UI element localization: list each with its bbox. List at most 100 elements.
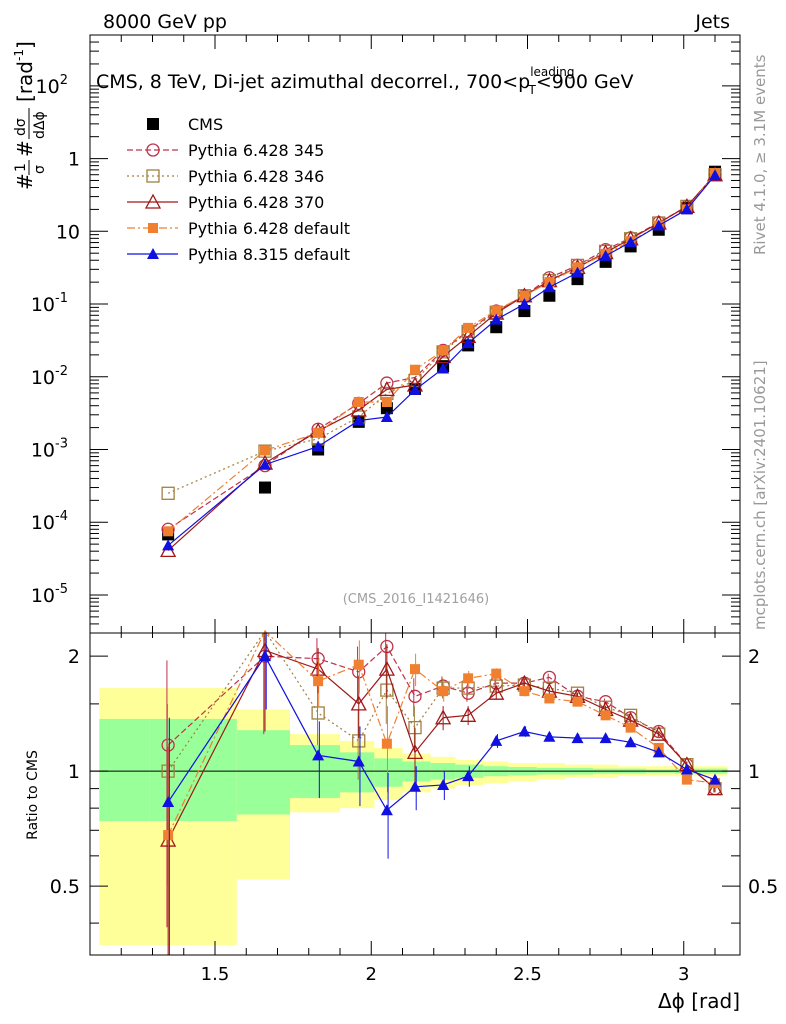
ratio-panel: 1.5 2 2.5 3 0.5 0.5 1 1 2 2 bbox=[50, 629, 778, 985]
ratio-tick-label-right: 2 bbox=[748, 646, 760, 668]
series-point-pythia-6-428-default bbox=[260, 445, 270, 456]
chart-title-main: CMS, 8 TeV, Di-jet azimuthal decorrel., … bbox=[96, 71, 530, 93]
ratio-point-pythia-6-428-346 bbox=[311, 706, 325, 720]
ratio-point-pythia-8-315-default bbox=[162, 796, 175, 808]
ratio-point-pythia-6-428-default bbox=[572, 696, 583, 707]
y-label-frac2-den: dΔϕ bbox=[32, 111, 48, 139]
series-point-pythia-6-428-default bbox=[163, 526, 174, 537]
chart-title-end: <900 GeV bbox=[536, 71, 634, 93]
y-tick-label: 10-2 bbox=[31, 364, 68, 389]
ratio-point-pythia-6-428-default bbox=[313, 676, 324, 687]
ratio-point-pythia-8-315-default bbox=[624, 736, 637, 748]
y-tick-label: 10-3 bbox=[31, 437, 68, 462]
legend-marker-pythia-6-428-346 bbox=[146, 169, 160, 183]
legend-marker-pythia-6-428-345 bbox=[146, 143, 160, 157]
legend-marker-pythia-6-428-370 bbox=[144, 193, 162, 209]
y-label-mid: # bbox=[13, 140, 37, 157]
legend-label-pythia-6-428-370: Pythia 6.428 370 bbox=[188, 193, 324, 212]
cms-data-point bbox=[543, 289, 556, 302]
ratio-point-pythia-8-315-default bbox=[490, 734, 503, 746]
ratio-point-pythia-8-315-default bbox=[652, 746, 665, 758]
ratio-point-pythia-6-428-default bbox=[519, 686, 530, 697]
legend-marker-pythia-6-428-default bbox=[148, 223, 158, 233]
series-point-pythia-6-428-default bbox=[353, 396, 364, 407]
series-point-pythia-6-428-default bbox=[410, 364, 420, 375]
series-point-pythia-8-315-default bbox=[437, 362, 450, 374]
ratio-point-pythia-6-428-default bbox=[463, 673, 474, 684]
ratio-point-pythia-6-428-default bbox=[600, 710, 611, 721]
ratio-point-pythia-8-315-default bbox=[409, 780, 421, 792]
side-mcplots-label: mcplots.cern.ch [arXiv:2401.10621] bbox=[751, 360, 769, 630]
ratio-tick-label-right: 1 bbox=[748, 761, 760, 783]
ratio-point-pythia-6-428-default bbox=[438, 686, 449, 697]
ratio-point-pythia-8-315-default bbox=[380, 804, 393, 816]
ratio-point-pythia-6-428-370 bbox=[310, 660, 327, 676]
analysis-watermark: (CMS_2016_I1421646) bbox=[343, 592, 490, 607]
series-point-pythia-8-315-default bbox=[709, 169, 721, 181]
ratio-point-pythia-8-315-default bbox=[680, 763, 693, 775]
y-tick-label: 10-5 bbox=[31, 582, 68, 607]
chart-title-superscript: leading bbox=[530, 65, 574, 79]
ratio-point-pythia-6-428-370 bbox=[378, 660, 395, 676]
series-point-pythia-8-315-default bbox=[599, 249, 612, 261]
ratio-point-pythia-6-428-default bbox=[163, 830, 174, 841]
series-point-pythia-6-428-346 bbox=[161, 486, 175, 500]
ratio-point-pythia-6-428-370 bbox=[460, 706, 477, 722]
ratio-point-pythia-6-428-default bbox=[625, 722, 636, 733]
y-tick-label: 10-1 bbox=[31, 291, 68, 316]
main-panel: 102 1 10 10-1 10-2 10-3 10-4 10-5 bbox=[31, 34, 740, 633]
ratio-point-pythia-6-428-default bbox=[410, 664, 420, 675]
legend-label-pythia-6-428-default: Pythia 6.428 default bbox=[188, 219, 350, 238]
series-point-pythia-6-428-default bbox=[313, 427, 324, 438]
ratio-point-pythia-8-315-default bbox=[709, 773, 721, 785]
y-tick-label: 1 bbox=[68, 149, 80, 171]
cms-data-point bbox=[259, 481, 271, 494]
y-tick-label: 102 bbox=[36, 73, 68, 98]
header-energy-label: 8000 GeV pp bbox=[103, 11, 227, 33]
ratio-point-pythia-6-428-370 bbox=[350, 695, 367, 711]
series-point-pythia-8-315-default bbox=[409, 383, 421, 395]
ratio-point-pythia-6-428-default bbox=[381, 738, 392, 749]
ratio-point-pythia-6-428-default bbox=[353, 659, 364, 670]
series-point-pythia-6-428-default bbox=[381, 396, 392, 407]
ratio-tick-label: 2 bbox=[68, 646, 80, 668]
series-point-pythia-6-428-default bbox=[463, 322, 474, 333]
x-tick-label: 2 bbox=[366, 964, 377, 985]
y-label-frac1-den: σ bbox=[32, 165, 48, 174]
legend-label-pythia-8-315-default: Pythia 8.315 default bbox=[188, 245, 350, 264]
ratio-point-pythia-6-428-default bbox=[681, 774, 692, 785]
series-point-pythia-8-315-default bbox=[312, 440, 325, 452]
legend-label-pythia-6-428-345: Pythia 6.428 345 bbox=[188, 141, 324, 160]
series-point-pythia-8-315-default bbox=[518, 298, 531, 310]
y-tick-label: 10 bbox=[56, 221, 80, 243]
ratio-point-pythia-6-428-370 bbox=[488, 684, 505, 700]
legend-label-pythia-6-428-346: Pythia 6.428 346 bbox=[188, 167, 324, 186]
chart-title-subscript: T bbox=[527, 83, 536, 97]
y-axis-label: # 1 σ # dσ dΔϕ [rad-1] bbox=[12, 41, 48, 190]
series-point-pythia-8-315-default bbox=[162, 539, 175, 551]
ratio-point-pythia-8-315-default bbox=[352, 755, 365, 767]
ratio-band-inner bbox=[236, 730, 290, 815]
x-tick-label: 3 bbox=[678, 964, 689, 985]
ratio-point-pythia-8-315-default bbox=[599, 732, 612, 744]
ratio-line-pythia-6-428-345 bbox=[167, 645, 716, 790]
y-tick-label: 10-4 bbox=[31, 509, 68, 534]
ratio-point-pythia-6-428-default bbox=[544, 693, 555, 704]
series-point-pythia-6-428-default bbox=[491, 305, 502, 316]
ratio-line-pythia-6-428-346 bbox=[167, 629, 716, 790]
ratio-point-pythia-6-428-370 bbox=[435, 709, 452, 725]
ratio-tick-label: 1 bbox=[68, 761, 80, 783]
ratio-point-pythia-8-315-default bbox=[571, 732, 584, 744]
series-point-pythia-8-315-default bbox=[652, 219, 665, 231]
series-point-pythia-8-315-default bbox=[680, 203, 693, 215]
series-point-pythia-8-315-default bbox=[571, 266, 584, 278]
series-point-pythia-8-315-default bbox=[259, 458, 271, 470]
ratio-panel-frame bbox=[89, 632, 741, 956]
series-point-pythia-6-428-default bbox=[519, 290, 530, 301]
ratio-band-inner bbox=[99, 718, 150, 822]
y-label-frac1-num: 1 bbox=[13, 163, 29, 172]
y-label-frac2-num: dσ bbox=[13, 118, 29, 136]
series-point-pythia-8-315-default bbox=[543, 281, 556, 293]
header-category-label: Jets bbox=[694, 11, 730, 33]
